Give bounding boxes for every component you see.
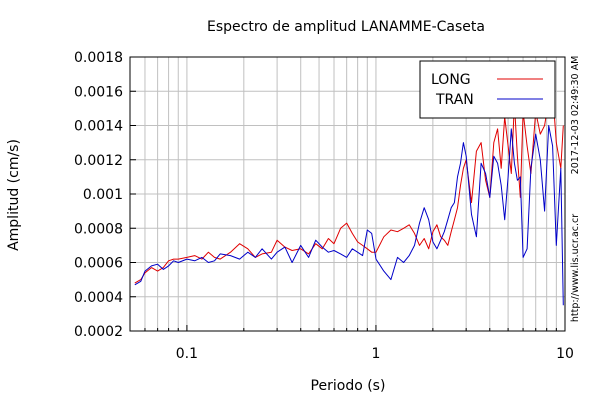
x-tick-label: 1 <box>371 346 380 362</box>
chart-title: Espectro de amplitud LANAMME-Caseta <box>207 19 485 35</box>
y-tick-label: 0.0018 <box>74 50 123 66</box>
x-tick-label: 0.1 <box>176 346 198 362</box>
legend: LONG TRAN <box>419 60 556 119</box>
series-layer <box>134 90 564 306</box>
x-axis-label: Periodo (s) <box>311 378 386 394</box>
y-tick-label: 0.0006 <box>74 256 123 272</box>
timestamp-label: 2017-12-03 02:49:30 AM <box>570 56 581 175</box>
legend-label-long: LONG <box>431 72 471 88</box>
x-tick-label: 10 <box>556 346 574 362</box>
series-line-tran <box>134 125 564 306</box>
series-line-long <box>134 90 564 284</box>
website-label: http://www.lis.ucr.ac.cr <box>570 214 581 322</box>
legend-box <box>419 60 556 119</box>
y-tick-label: 0.0012 <box>74 153 123 169</box>
y-tick-label: 0.0002 <box>74 324 123 340</box>
y-tick-label: 0.0014 <box>74 119 123 135</box>
y-tick-label: 0.0004 <box>74 290 123 306</box>
y-tick-label: 0.0008 <box>74 221 123 237</box>
axis-ticks: 0.0002 0.0004 0.0006 0.0008 0.001 0.0012 0.001… <box>74 50 574 362</box>
legend-label-tran: TRAN <box>435 92 474 108</box>
y-tick-label: 0.0016 <box>74 84 123 100</box>
y-tick-label: 0.001 <box>83 187 123 203</box>
y-axis-label: Amplitud (cm/s) <box>6 139 22 251</box>
